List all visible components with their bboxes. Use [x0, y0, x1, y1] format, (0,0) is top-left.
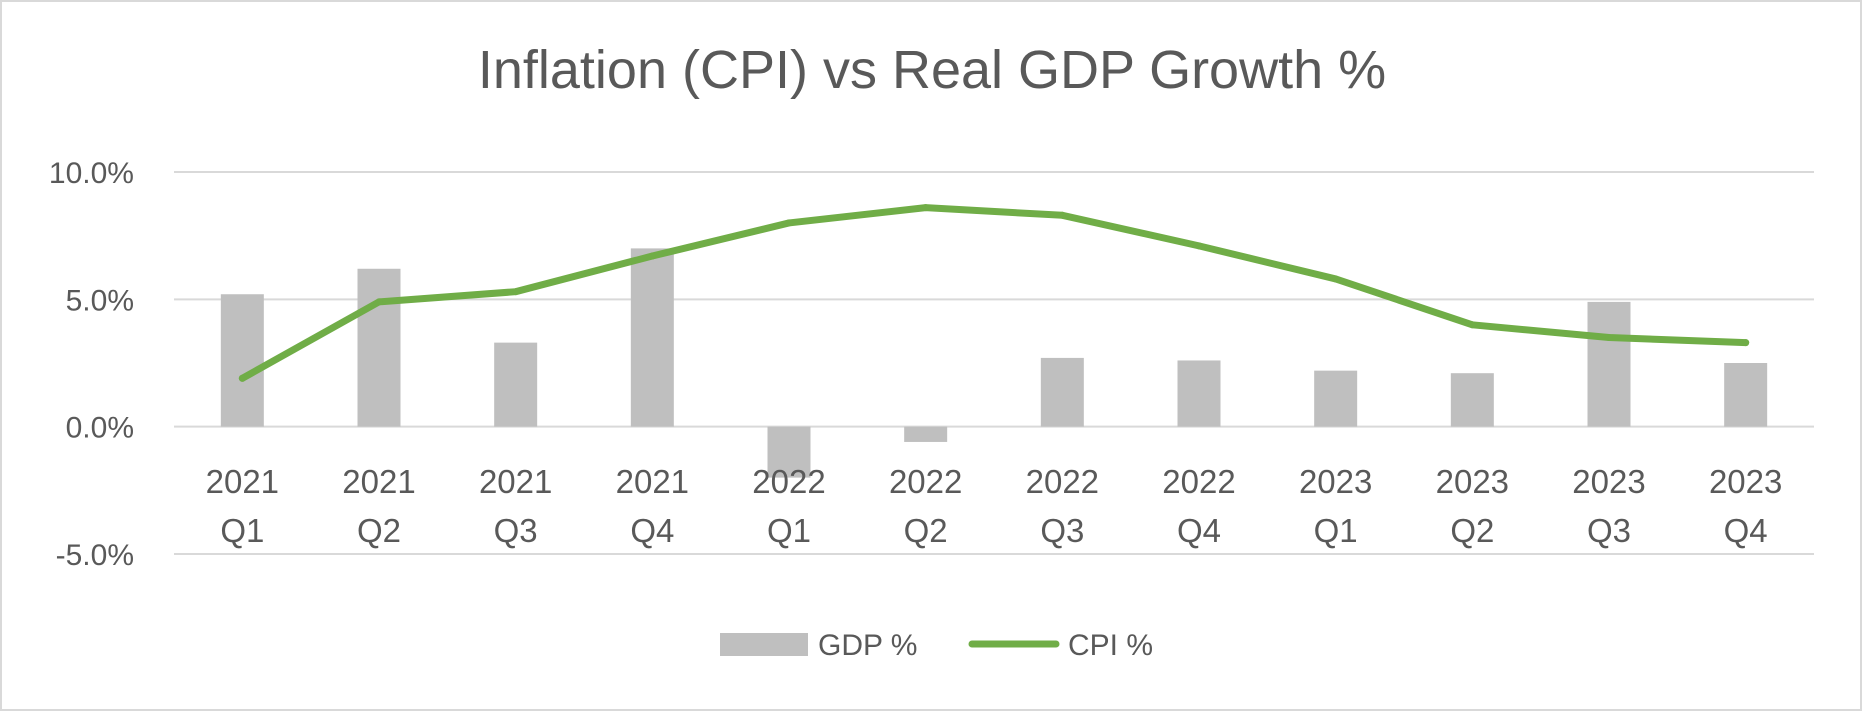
- x-tick-quarter: Q4: [630, 512, 674, 549]
- cpi-line[interactable]: [238, 204, 1750, 382]
- cpi-point[interactable]: [785, 219, 793, 227]
- x-tick-quarter: Q2: [357, 512, 401, 549]
- x-tick-year: 2022: [889, 463, 962, 500]
- x-tick-label: 2022 Q1: [752, 463, 825, 549]
- legend-label-cpi[interactable]: CPI %: [1068, 629, 1153, 662]
- legend[interactable]: GDP % CPI %: [720, 629, 1153, 662]
- x-tick-label: 2023 Q3: [1572, 463, 1645, 549]
- gdp-bar[interactable]: [1450, 373, 1494, 427]
- cpi-point[interactable]: [238, 374, 246, 382]
- x-tick-year: 2021: [616, 463, 689, 500]
- chart-title: Inflation (CPI) vs Real GDP Growth %: [478, 40, 1386, 100]
- cpi-point[interactable]: [512, 288, 520, 296]
- x-tick-quarter: Q4: [1724, 512, 1768, 549]
- cpi-point[interactable]: [1195, 242, 1203, 250]
- cpi-point[interactable]: [375, 298, 383, 306]
- x-tick-quarter: Q2: [904, 512, 948, 549]
- x-tick-label: 2021 Q2: [342, 463, 415, 549]
- y-tick-label: -5.0%: [56, 539, 134, 572]
- x-tick-year: 2021: [342, 463, 415, 500]
- x-tick-quarter: Q2: [1450, 512, 1494, 549]
- x-tick-quarter: Q3: [494, 512, 538, 549]
- x-tick-label: 2022 Q3: [1026, 463, 1099, 549]
- x-tick-label: 2023 Q1: [1299, 463, 1372, 549]
- cpi-point[interactable]: [1468, 321, 1476, 329]
- x-tick-year: 2021: [206, 463, 279, 500]
- cpi-point[interactable]: [1742, 339, 1750, 347]
- x-tick-quarter: Q1: [767, 512, 811, 549]
- x-tick-label: 2022 Q4: [1162, 463, 1235, 549]
- gdp-bar[interactable]: [357, 268, 401, 427]
- gdp-bar[interactable]: [220, 294, 264, 427]
- x-tick-label: 2022 Q2: [889, 463, 962, 549]
- x-tick-year: 2023: [1436, 463, 1509, 500]
- cpi-point[interactable]: [922, 204, 930, 212]
- x-tick-quarter: Q4: [1177, 512, 1221, 549]
- gdp-bar[interactable]: [767, 426, 811, 478]
- x-tick-quarter: Q1: [1314, 512, 1358, 549]
- gdp-bar[interactable]: [1587, 301, 1631, 427]
- gdp-bars: [220, 248, 1768, 478]
- x-tick-quarter: Q1: [220, 512, 264, 549]
- x-tick-label: 2021 Q1: [206, 463, 279, 549]
- gdp-bar[interactable]: [630, 248, 674, 427]
- gdp-bar[interactable]: [1724, 363, 1768, 427]
- x-tick-year: 2023: [1709, 463, 1782, 500]
- x-tick-year: 2022: [752, 463, 825, 500]
- x-tick-year: 2022: [1026, 463, 1099, 500]
- cpi-point[interactable]: [648, 252, 656, 260]
- gdp-bar[interactable]: [1177, 360, 1221, 427]
- x-tick-quarter: Q3: [1040, 512, 1084, 549]
- gdp-bar[interactable]: [1314, 370, 1358, 427]
- x-tick-label: 2023 Q2: [1436, 463, 1509, 549]
- gdp-bar[interactable]: [494, 342, 538, 427]
- y-tick-label: 10.0%: [49, 157, 134, 190]
- x-tick-label: 2023 Q4: [1709, 463, 1782, 549]
- x-tick-year: 2023: [1572, 463, 1645, 500]
- legend-swatch-gdp[interactable]: [720, 633, 808, 656]
- x-tick-year: 2023: [1299, 463, 1372, 500]
- x-tick-year: 2022: [1162, 463, 1235, 500]
- x-tick-quarter: Q3: [1587, 512, 1631, 549]
- x-tick-label: 2021 Q3: [479, 463, 552, 549]
- x-tick-year: 2021: [479, 463, 552, 500]
- cpi-point[interactable]: [1058, 211, 1066, 219]
- cpi-point[interactable]: [1332, 275, 1340, 283]
- x-tick-label: 2021 Q4: [616, 463, 689, 549]
- y-tick-label: 0.0%: [66, 412, 134, 445]
- gridlines: [174, 171, 1814, 555]
- cpi-point[interactable]: [1605, 334, 1613, 342]
- cpi-line-series: [238, 204, 1750, 382]
- legend-label-gdp[interactable]: GDP %: [818, 629, 917, 662]
- y-axis-ticks: 10.0% 5.0% 0.0% -5.0%: [49, 157, 134, 572]
- gdp-bar[interactable]: [1040, 357, 1084, 427]
- gdp-bar[interactable]: [904, 426, 948, 442]
- y-tick-label: 5.0%: [66, 284, 134, 317]
